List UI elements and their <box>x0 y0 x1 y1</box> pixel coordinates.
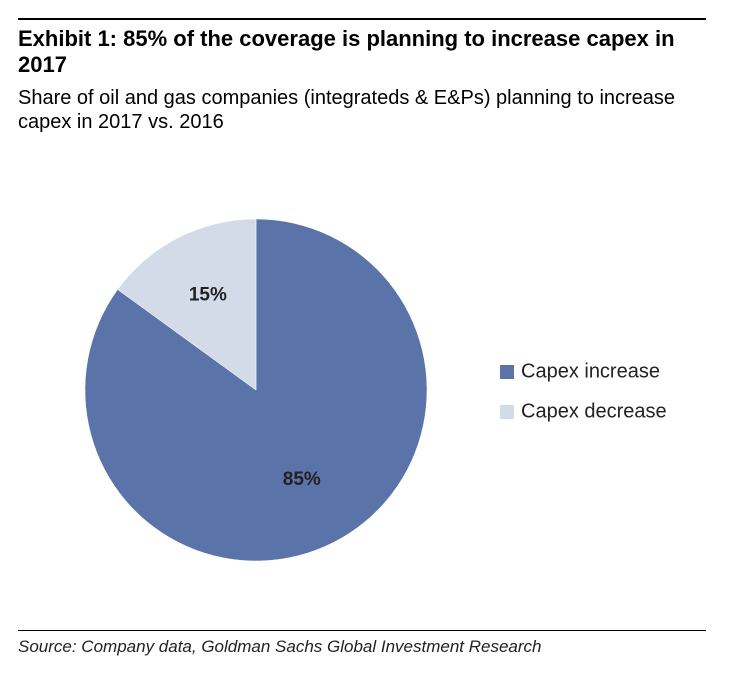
legend-label-capex-decrease: Capex decrease <box>521 400 667 422</box>
pie-chart: 85% 15% Capex increase Capex decrease <box>84 218 667 562</box>
legend-swatch-capex-increase <box>500 365 514 379</box>
source-note: Source: Company data, Goldman Sachs Glob… <box>18 637 542 656</box>
pie-slice-capex-decrease <box>117 218 257 391</box>
legend-label-capex-increase: Capex increase <box>521 360 660 382</box>
data-label-capex-increase: 85% <box>283 469 321 490</box>
bottom-rule <box>18 630 706 631</box>
chart-subtitle: Share of oil and gas companies (integrat… <box>18 87 676 133</box>
legend-swatch-capex-decrease <box>500 405 514 419</box>
top-rule <box>18 18 706 20</box>
chart-title: Exhibit 1: 85% of the coverage is planni… <box>18 26 675 77</box>
data-label-capex-decrease: 15% <box>189 285 227 306</box>
pie-slice-capex-increase <box>84 218 428 562</box>
